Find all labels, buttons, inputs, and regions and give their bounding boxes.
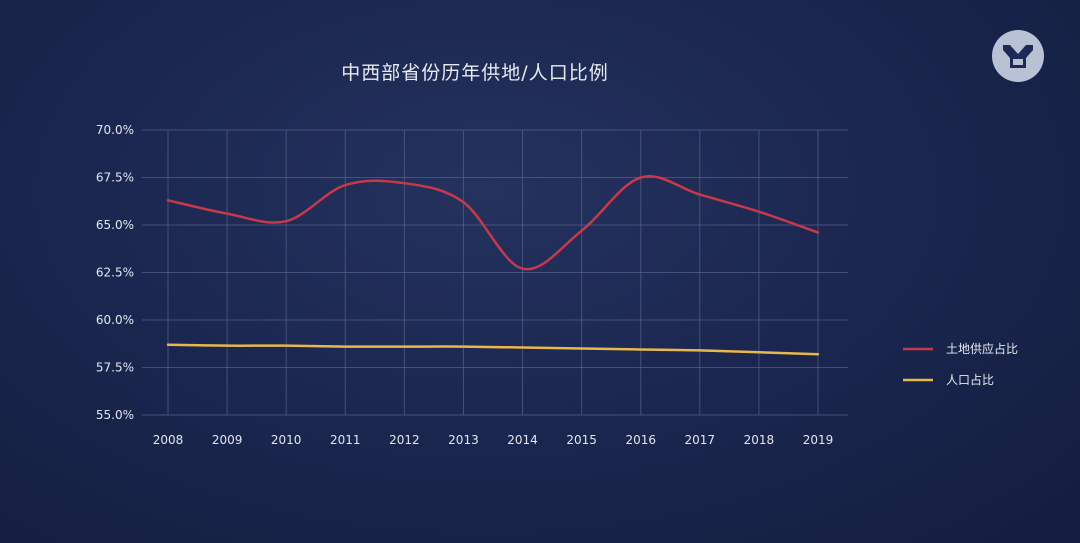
x-tick-label: 2010 bbox=[271, 433, 302, 447]
brand-logo bbox=[992, 30, 1044, 82]
x-tick-label: 2014 bbox=[507, 433, 538, 447]
y-tick-label: 67.5% bbox=[96, 171, 134, 185]
legend-label: 人口占比 bbox=[946, 372, 994, 387]
series-line-1 bbox=[166, 175, 820, 271]
y-tick-label: 55.0% bbox=[96, 408, 134, 422]
x-tick-label: 2012 bbox=[389, 433, 420, 447]
x-tick-label: 2011 bbox=[330, 433, 361, 447]
y-tick-label: 62.5% bbox=[96, 266, 134, 280]
y-tick-label: 65.0% bbox=[96, 218, 134, 232]
y-tick-label: 57.5% bbox=[96, 361, 134, 375]
x-tick-label: 2016 bbox=[625, 433, 656, 447]
x-tick-label: 2017 bbox=[685, 433, 716, 447]
series-line-2 bbox=[166, 343, 820, 356]
x-tick-label: 2018 bbox=[744, 433, 775, 447]
y-tick-label: 60.0% bbox=[96, 313, 134, 327]
logo-mark-icon bbox=[1003, 45, 1033, 68]
y-tick-label: 70.0% bbox=[96, 123, 134, 137]
x-tick-label: 2015 bbox=[566, 433, 597, 447]
logo-inner-icon bbox=[1013, 59, 1023, 65]
x-tick-label: 2009 bbox=[212, 433, 243, 447]
x-tick-label: 2013 bbox=[448, 433, 479, 447]
x-tick-label: 2008 bbox=[153, 433, 184, 447]
x-tick-label: 2019 bbox=[803, 433, 834, 447]
chart-title: 中西部省份历年供地/人口比例 bbox=[341, 62, 609, 84]
legend-label: 土地供应占比 bbox=[946, 341, 1018, 356]
